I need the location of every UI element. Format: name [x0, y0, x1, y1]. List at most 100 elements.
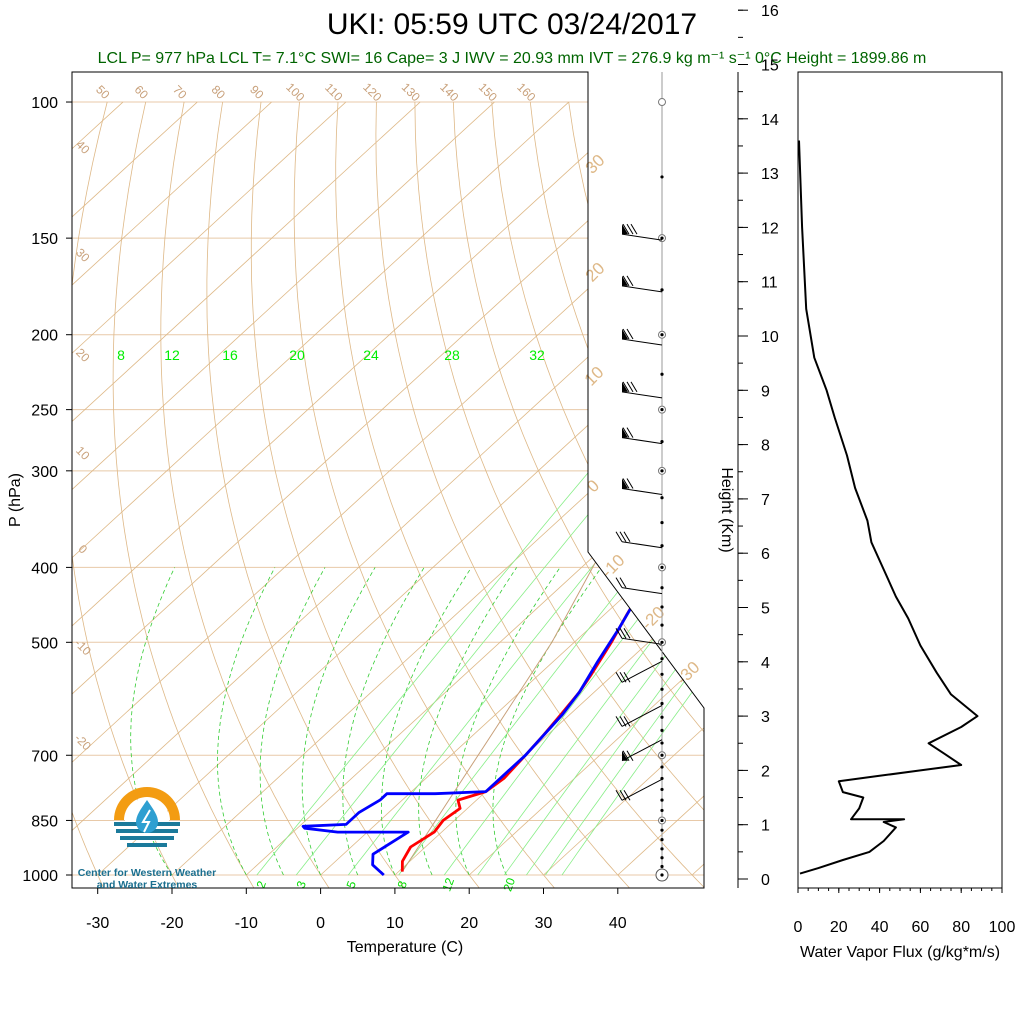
barb-dot	[660, 787, 664, 792]
mixing-ratio-label: 32	[529, 347, 545, 363]
height-tick-label: 9	[761, 383, 770, 400]
dry-adiabat-line	[838, 102, 1024, 891]
dry-adiabat-line	[72, 101, 106, 888]
isotherm-line	[72, 101, 198, 876]
height-tick-label: 4	[761, 655, 770, 672]
dry-adiabat-line	[800, 102, 1024, 891]
dry-adiabat-line	[915, 102, 1024, 891]
logo-text-line1: Center for Western Weather	[78, 867, 216, 879]
mixing-ratio-line	[561, 395, 704, 876]
height-tick-label: 1	[761, 818, 770, 835]
barb-dot	[660, 520, 664, 525]
height-tick-label: 11	[761, 275, 778, 292]
wind-barb-feather	[626, 750, 634, 761]
mixing-ratio-line	[295, 395, 688, 876]
dry-adiabat-line	[452, 101, 704, 888]
flux-x-tick-label: 100	[989, 919, 1016, 936]
isotherm-label: 140	[437, 80, 461, 104]
wind-barb-staff	[621, 587, 663, 595]
barb-dot	[660, 469, 664, 473]
dry-adiabat-label: 0	[76, 542, 91, 557]
flux-x-axis-label: Water Vapor Flux (g/kg*m/s)	[800, 944, 1000, 961]
isotherm-line	[72, 101, 704, 876]
wind-barb-feather	[630, 381, 638, 393]
skew-background-lines	[72, 101, 1024, 891]
wind-barb-staff	[621, 739, 663, 762]
skew-t-background	[72, 101, 1024, 891]
mixing-ratio-label: 8	[117, 347, 125, 363]
wind-barb-staff	[621, 487, 663, 495]
wind-barb	[621, 275, 663, 293]
dry-adiabat-label: 10	[581, 363, 608, 390]
parcel-path-line	[401, 259, 704, 872]
water-vapor-flux-line	[798, 140, 979, 875]
barb-level-marker	[658, 98, 666, 107]
wind-barb-feather	[622, 223, 630, 235]
wind-barb-feather	[622, 328, 630, 340]
x-tick-label: 10	[386, 915, 404, 932]
wind-barb-pennant	[622, 224, 628, 235]
wind-barb	[621, 427, 663, 445]
wind-barb	[615, 531, 663, 549]
dry-adiabat-label: 30	[73, 245, 93, 265]
isotherm-line	[691, 101, 704, 876]
wind-barb	[615, 778, 663, 801]
barb-dot	[660, 808, 664, 813]
mixing-ratio-line	[526, 395, 704, 876]
mixing-ratio-label: 12	[164, 347, 180, 363]
barb-dot	[660, 818, 664, 823]
isotherm-line	[617, 101, 704, 876]
barb-dot	[660, 838, 664, 842]
wind-barb-staff	[621, 541, 663, 549]
barb-dot	[660, 701, 664, 706]
wind-barb	[621, 739, 663, 762]
wind-barb-pennant	[622, 478, 628, 489]
barb-dot	[660, 687, 664, 691]
isotherm-line	[72, 101, 347, 876]
barb-dot	[660, 873, 664, 877]
wind-barb-feather	[619, 531, 627, 542]
dry-adiabat-line	[72, 101, 181, 888]
wind-barb-feather	[619, 790, 627, 801]
isotherm-line	[72, 101, 495, 876]
dry-adiabat-line	[568, 101, 704, 888]
barb-dot	[660, 657, 664, 661]
dry-adiabat-label: 40	[73, 137, 93, 157]
wind-barb-feather	[623, 672, 631, 683]
wind-barbs-column	[615, 72, 669, 882]
wind-barb-feather	[623, 531, 631, 542]
dry-adiabat-label: -10	[72, 636, 94, 658]
dry-adiabat-label: 10	[73, 443, 93, 463]
mixing-ratio-line	[398, 395, 704, 876]
x-tick-label: 30	[535, 915, 553, 932]
isotherm-label: 90	[247, 82, 267, 102]
barb-dot	[660, 753, 664, 757]
wind-barb-feather	[623, 716, 631, 727]
flux-x-tick-label: 60	[912, 919, 930, 936]
wind-barb-pennant	[622, 329, 628, 340]
height-tick-label: 15	[761, 58, 779, 75]
isotherm-label: 70	[170, 82, 190, 102]
dry-adiabat-line	[645, 101, 704, 888]
wind-barb	[615, 628, 663, 645]
wind-barb-feather	[622, 275, 630, 287]
isotherm-label: 150	[476, 80, 500, 104]
wind-barb	[621, 478, 663, 495]
moist-adiabat-line	[455, 567, 561, 876]
dry-adiabat-label: 20	[582, 259, 609, 286]
wind-barb-feather	[615, 716, 623, 727]
isotherm-line	[320, 101, 704, 876]
mixing-ratio-label: 28	[444, 347, 460, 363]
y-axis-label: P (hPa)	[7, 473, 24, 527]
height-tick-label: 14	[761, 112, 779, 129]
wind-barb	[615, 660, 663, 683]
height-axis-label: Height (Km)	[718, 467, 735, 552]
height-tick-label: 7	[761, 492, 770, 509]
mixing-ratio-label: 20	[500, 876, 518, 894]
wind-barb	[621, 328, 663, 346]
height-tick-label: 8	[761, 438, 770, 455]
moist-adiabat-line	[301, 567, 376, 876]
wind-barb-pennant	[622, 427, 628, 438]
barb-dot	[660, 408, 664, 412]
